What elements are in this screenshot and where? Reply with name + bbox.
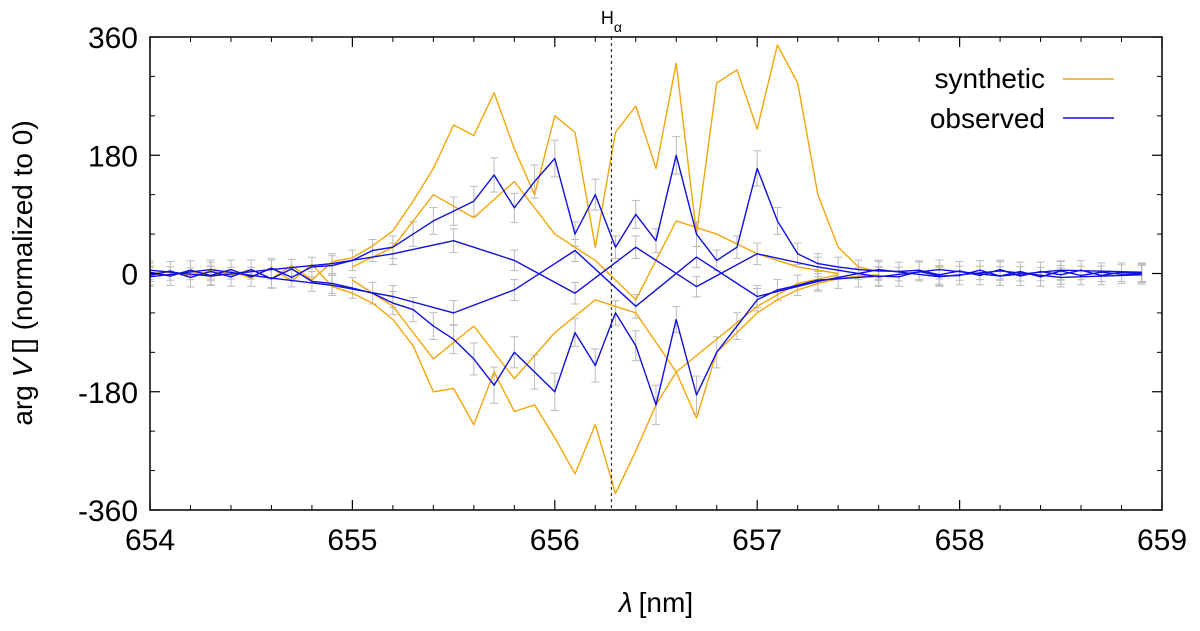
series-line-observed-2 <box>150 268 1142 406</box>
x-tick-label: 659 <box>1137 524 1187 557</box>
series-line-synthetic-4 <box>352 274 839 380</box>
y-tick-label: 0 <box>121 259 138 292</box>
x-tick-label: 655 <box>327 524 377 557</box>
y-tick-label: 360 <box>88 22 138 55</box>
h-alpha-label: Hα <box>601 8 622 35</box>
x-tick-label: 658 <box>935 524 985 557</box>
series-layer <box>150 44 1146 495</box>
y-tick-label: -360 <box>78 495 138 528</box>
legend-label-observed: observed <box>930 103 1045 134</box>
series-line-observed-4 <box>150 249 1142 314</box>
y-axis-label: arg V[] (normalized to 0) <box>7 120 38 425</box>
y-tick-label: -180 <box>78 377 138 410</box>
y-axis: -360 -180 0 180 360 <box>78 22 1162 528</box>
series-line-synthetic <box>150 44 879 281</box>
legend-label-synthetic: synthetic <box>935 63 1046 94</box>
legend: synthetic observed <box>930 63 1114 134</box>
series-line-observed-3 <box>150 239 1142 294</box>
x-tick-label: 657 <box>732 524 782 557</box>
x-axis-label: λ [nm] <box>617 587 693 618</box>
y-tick-label: 180 <box>88 140 138 173</box>
x-tick-label: 654 <box>125 524 175 557</box>
x-tick-label: 656 <box>530 524 580 557</box>
series-line-observed <box>150 154 1142 279</box>
x-axis: 654 655 656 657 658 659 <box>125 37 1187 557</box>
